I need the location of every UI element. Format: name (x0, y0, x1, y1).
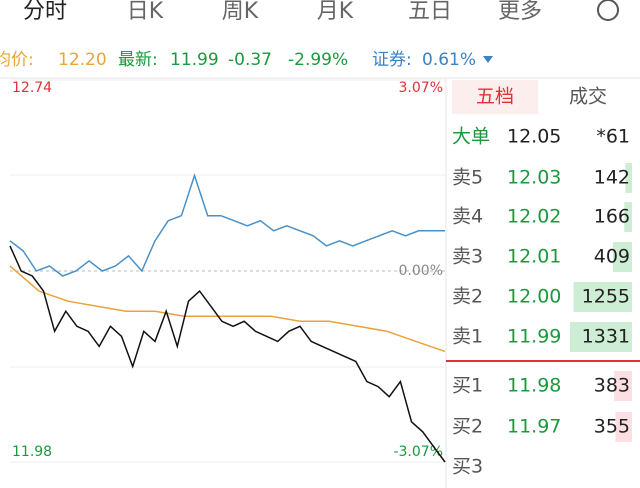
price-line (9, 245, 446, 463)
dropdown-icon[interactable] (483, 56, 493, 63)
book-tab[interactable]: 成交 (569, 86, 607, 108)
price-line (9, 265, 446, 353)
y2-tick-label: -3.07% (393, 444, 443, 460)
info-sector-pct: 0.61% (422, 50, 476, 70)
y2-tick-label: 0.00% (399, 263, 443, 279)
volume-bar (615, 412, 632, 442)
tab[interactable]: 日K (127, 0, 164, 24)
volume-bar (612, 242, 632, 272)
book-tab[interactable]: 五档 (476, 86, 514, 108)
row-volume: 166 (594, 206, 630, 228)
y-tick-label: 11.98 (12, 444, 52, 460)
row-label: 卖3 (452, 246, 483, 268)
row-label: 卖5 (452, 167, 483, 189)
y-tick-label: 12.74 (12, 80, 52, 96)
row-label: 买2 (452, 416, 483, 438)
volume-bar (570, 322, 632, 352)
volume-bar (614, 371, 632, 401)
active-tab-bg (452, 80, 538, 114)
row-volume: 409 (594, 246, 630, 268)
big-price: 12.05 (507, 126, 561, 148)
row-label: 买3 (452, 456, 483, 478)
row-volume: 1331 (582, 326, 630, 348)
row-price: 11.97 (507, 416, 561, 438)
row-price: 11.99 (507, 326, 561, 348)
tab[interactable]: 周K (222, 0, 259, 24)
row-label: 卖1 (452, 326, 483, 348)
settings-icon[interactable] (597, 0, 619, 21)
row-volume: 1255 (582, 286, 630, 308)
info-change: -0.37 (228, 50, 272, 70)
info-avg-label: 均价: (0, 50, 34, 70)
tab[interactable]: 五日 (408, 0, 452, 24)
tab[interactable]: 更多 (498, 0, 542, 24)
row-label: 卖2 (452, 286, 483, 308)
tab[interactable]: 分时 (23, 0, 67, 24)
info-avg: 12.20 (58, 50, 107, 70)
row-label: 买1 (452, 375, 483, 397)
y2-tick-label: 3.07% (399, 80, 443, 96)
big-label: 大单 (452, 126, 490, 148)
row-price: 12.01 (507, 246, 561, 268)
info-latest-label: 最新: (118, 50, 158, 70)
row-volume: 383 (594, 375, 630, 397)
row-price: 12.02 (507, 206, 561, 228)
row-volume: 355 (594, 416, 630, 438)
info-sector-label: 证券: (372, 50, 412, 70)
row-volume: 142 (594, 167, 630, 189)
info-change-pct: -2.99% (288, 50, 348, 70)
row-price: 11.98 (507, 375, 561, 397)
row-label: 卖4 (452, 206, 483, 228)
row-price: 12.03 (507, 167, 561, 189)
volume-bar (573, 282, 632, 312)
volume-bar (624, 202, 632, 232)
volume-bar (625, 163, 632, 193)
info-latest: 11.99 (170, 50, 219, 70)
tab[interactable]: 月K (317, 0, 354, 24)
row-price: 12.00 (507, 286, 561, 308)
price-line (9, 173, 445, 277)
big-volume: *61 (596, 126, 630, 148)
